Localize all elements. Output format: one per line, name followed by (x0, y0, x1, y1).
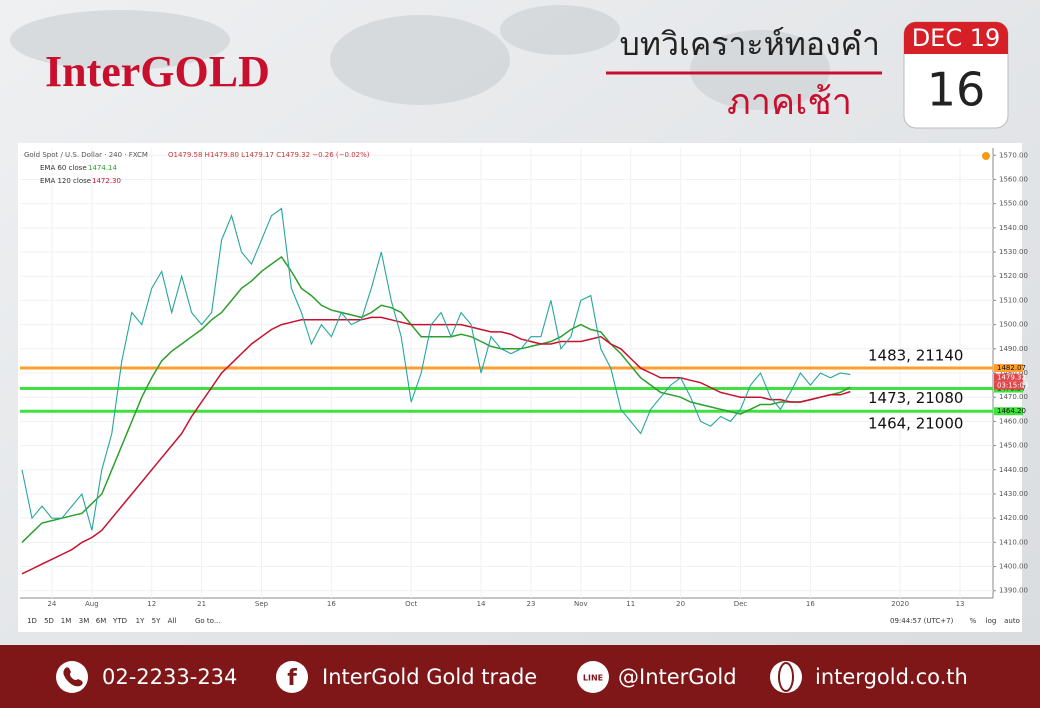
calendar: DEC 19 16 (903, 21, 1009, 129)
y-tick-label: 1440.00 (999, 466, 1028, 474)
subtitle: ภาคเช้า (727, 82, 852, 123)
title: บทวิเคราะห์ทองคำ (620, 25, 880, 63)
clock: 09:44:57 (UTC+7) (890, 617, 954, 625)
ema-line (21, 255, 851, 543)
price-tag (994, 373, 1023, 382)
x-tick-label: 12 (147, 600, 156, 608)
y-tick-label: 1460.00 (999, 417, 1028, 425)
range-button[interactable]: YTD (112, 617, 127, 625)
x-tick-label: 11 (626, 600, 635, 608)
legend-name: EMA 60 close (40, 164, 87, 172)
legend-name: EMA 120 close (40, 177, 91, 185)
scale-option[interactable]: auto (1004, 617, 1020, 625)
range-button[interactable]: 5Y (152, 617, 161, 625)
quote: O1479.58 H1479.80 L1479.17 C1479.32 −0.2… (168, 151, 370, 159)
globe-icon (770, 661, 802, 693)
facebook-icon (276, 661, 308, 693)
price-tag-label: 1479.32 (997, 374, 1026, 382)
phone: 02-2233-234 (102, 665, 237, 689)
y-tick-label: 1560.00 (999, 175, 1028, 183)
countdown-tag (994, 381, 1023, 390)
level-note: 1473, 21080 (868, 389, 963, 407)
goto-button[interactable]: Go to... (195, 617, 221, 625)
y-tick-label: 1570.00 (999, 151, 1028, 159)
x-tick-label: Oct (405, 600, 417, 608)
x-tick-label: 16 (327, 600, 336, 608)
legend-value: 1474.14 (88, 164, 117, 172)
alert-icon[interactable] (982, 152, 990, 160)
y-tick-label: 1410.00 (999, 538, 1028, 546)
range-button[interactable]: 1Y (136, 617, 145, 625)
x-tick-label: Sep (255, 600, 269, 608)
svg-text:LINE: LINE (583, 674, 603, 683)
scale-option[interactable]: % (970, 617, 977, 625)
y-tick-label: 1470.00 (999, 393, 1028, 401)
y-tick-label: 1430.00 (999, 490, 1028, 498)
level-tag-label: 1464.20 (997, 407, 1026, 415)
level-note: 1464, 21000 (868, 415, 963, 433)
level-tag (994, 363, 1023, 372)
calendar-month: DEC 19 (912, 24, 1001, 52)
price-line (21, 207, 851, 531)
range-button[interactable]: All (168, 617, 177, 625)
website: intergold.co.th (815, 665, 968, 689)
range-button[interactable]: 6M (96, 617, 107, 625)
y-tick-label: 1500.00 (999, 321, 1028, 329)
chart: 1390.00 1400.00 1410.00 1420.00 1430.00 1440.… (20, 148, 1028, 625)
footer-contacts: 02-2233-234 f InterGold Gold trade LINE … (56, 661, 968, 693)
y-tick-label: 1510.00 (999, 296, 1028, 304)
level-tag-label: 1482.07 (997, 364, 1026, 372)
phone-icon (56, 661, 88, 693)
y-tick-label: 1480.00 (999, 369, 1028, 377)
y-tick-label: 1520.00 (999, 272, 1028, 280)
scale-option[interactable]: log (986, 617, 997, 625)
world-map (10, 5, 830, 110)
y-tick-label: 1550.00 (999, 200, 1028, 208)
y-tick-label: 1390.00 (999, 587, 1028, 595)
range-button[interactable]: 5D (44, 617, 54, 625)
x-tick-label: 24 (47, 600, 56, 608)
svg-text:f: f (287, 666, 297, 691)
x-tick-label: 16 (806, 600, 815, 608)
x-tick-label: 14 (477, 600, 486, 608)
level-tag (994, 407, 1023, 416)
y-tick-label: 1450.00 (999, 442, 1028, 450)
line-id: @InterGold (618, 665, 737, 689)
level-note: 1483, 21140 (868, 346, 963, 364)
y-tick-label: 1540.00 (999, 224, 1028, 232)
line-icon (577, 661, 609, 693)
countdown: 03:15:03 (997, 382, 1028, 390)
facebook: InterGold Gold trade (322, 665, 537, 689)
x-tick-label: Nov (574, 600, 588, 608)
range-button[interactable]: 1D (27, 617, 37, 625)
y-tick-label: 1530.00 (999, 248, 1028, 256)
y-tick-label: 1400.00 (999, 563, 1028, 571)
symbol: Gold Spot / U.S. Dollar · 240 · FXCM (24, 151, 148, 159)
y-tick-label: 1420.00 (999, 514, 1028, 522)
legend-value: 1472.30 (92, 177, 121, 185)
range-button[interactable]: 1M (61, 617, 72, 625)
x-tick-label: Dec (734, 600, 748, 608)
footer (0, 645, 1040, 708)
x-tick-label: 20 (676, 600, 685, 608)
range-button[interactable]: 3M (79, 617, 90, 625)
ema-line (21, 316, 851, 575)
x-tick-label: 2020 (891, 600, 909, 608)
brand: InterGOLD (45, 47, 270, 96)
calendar-day: 16 (927, 63, 986, 117)
x-tick-label: Aug (85, 600, 99, 608)
x-tick-label: 21 (197, 600, 206, 608)
x-tick-label: 13 (956, 600, 965, 608)
x-tick-label: 23 (526, 600, 535, 608)
y-tick-label: 1490.00 (999, 345, 1028, 353)
